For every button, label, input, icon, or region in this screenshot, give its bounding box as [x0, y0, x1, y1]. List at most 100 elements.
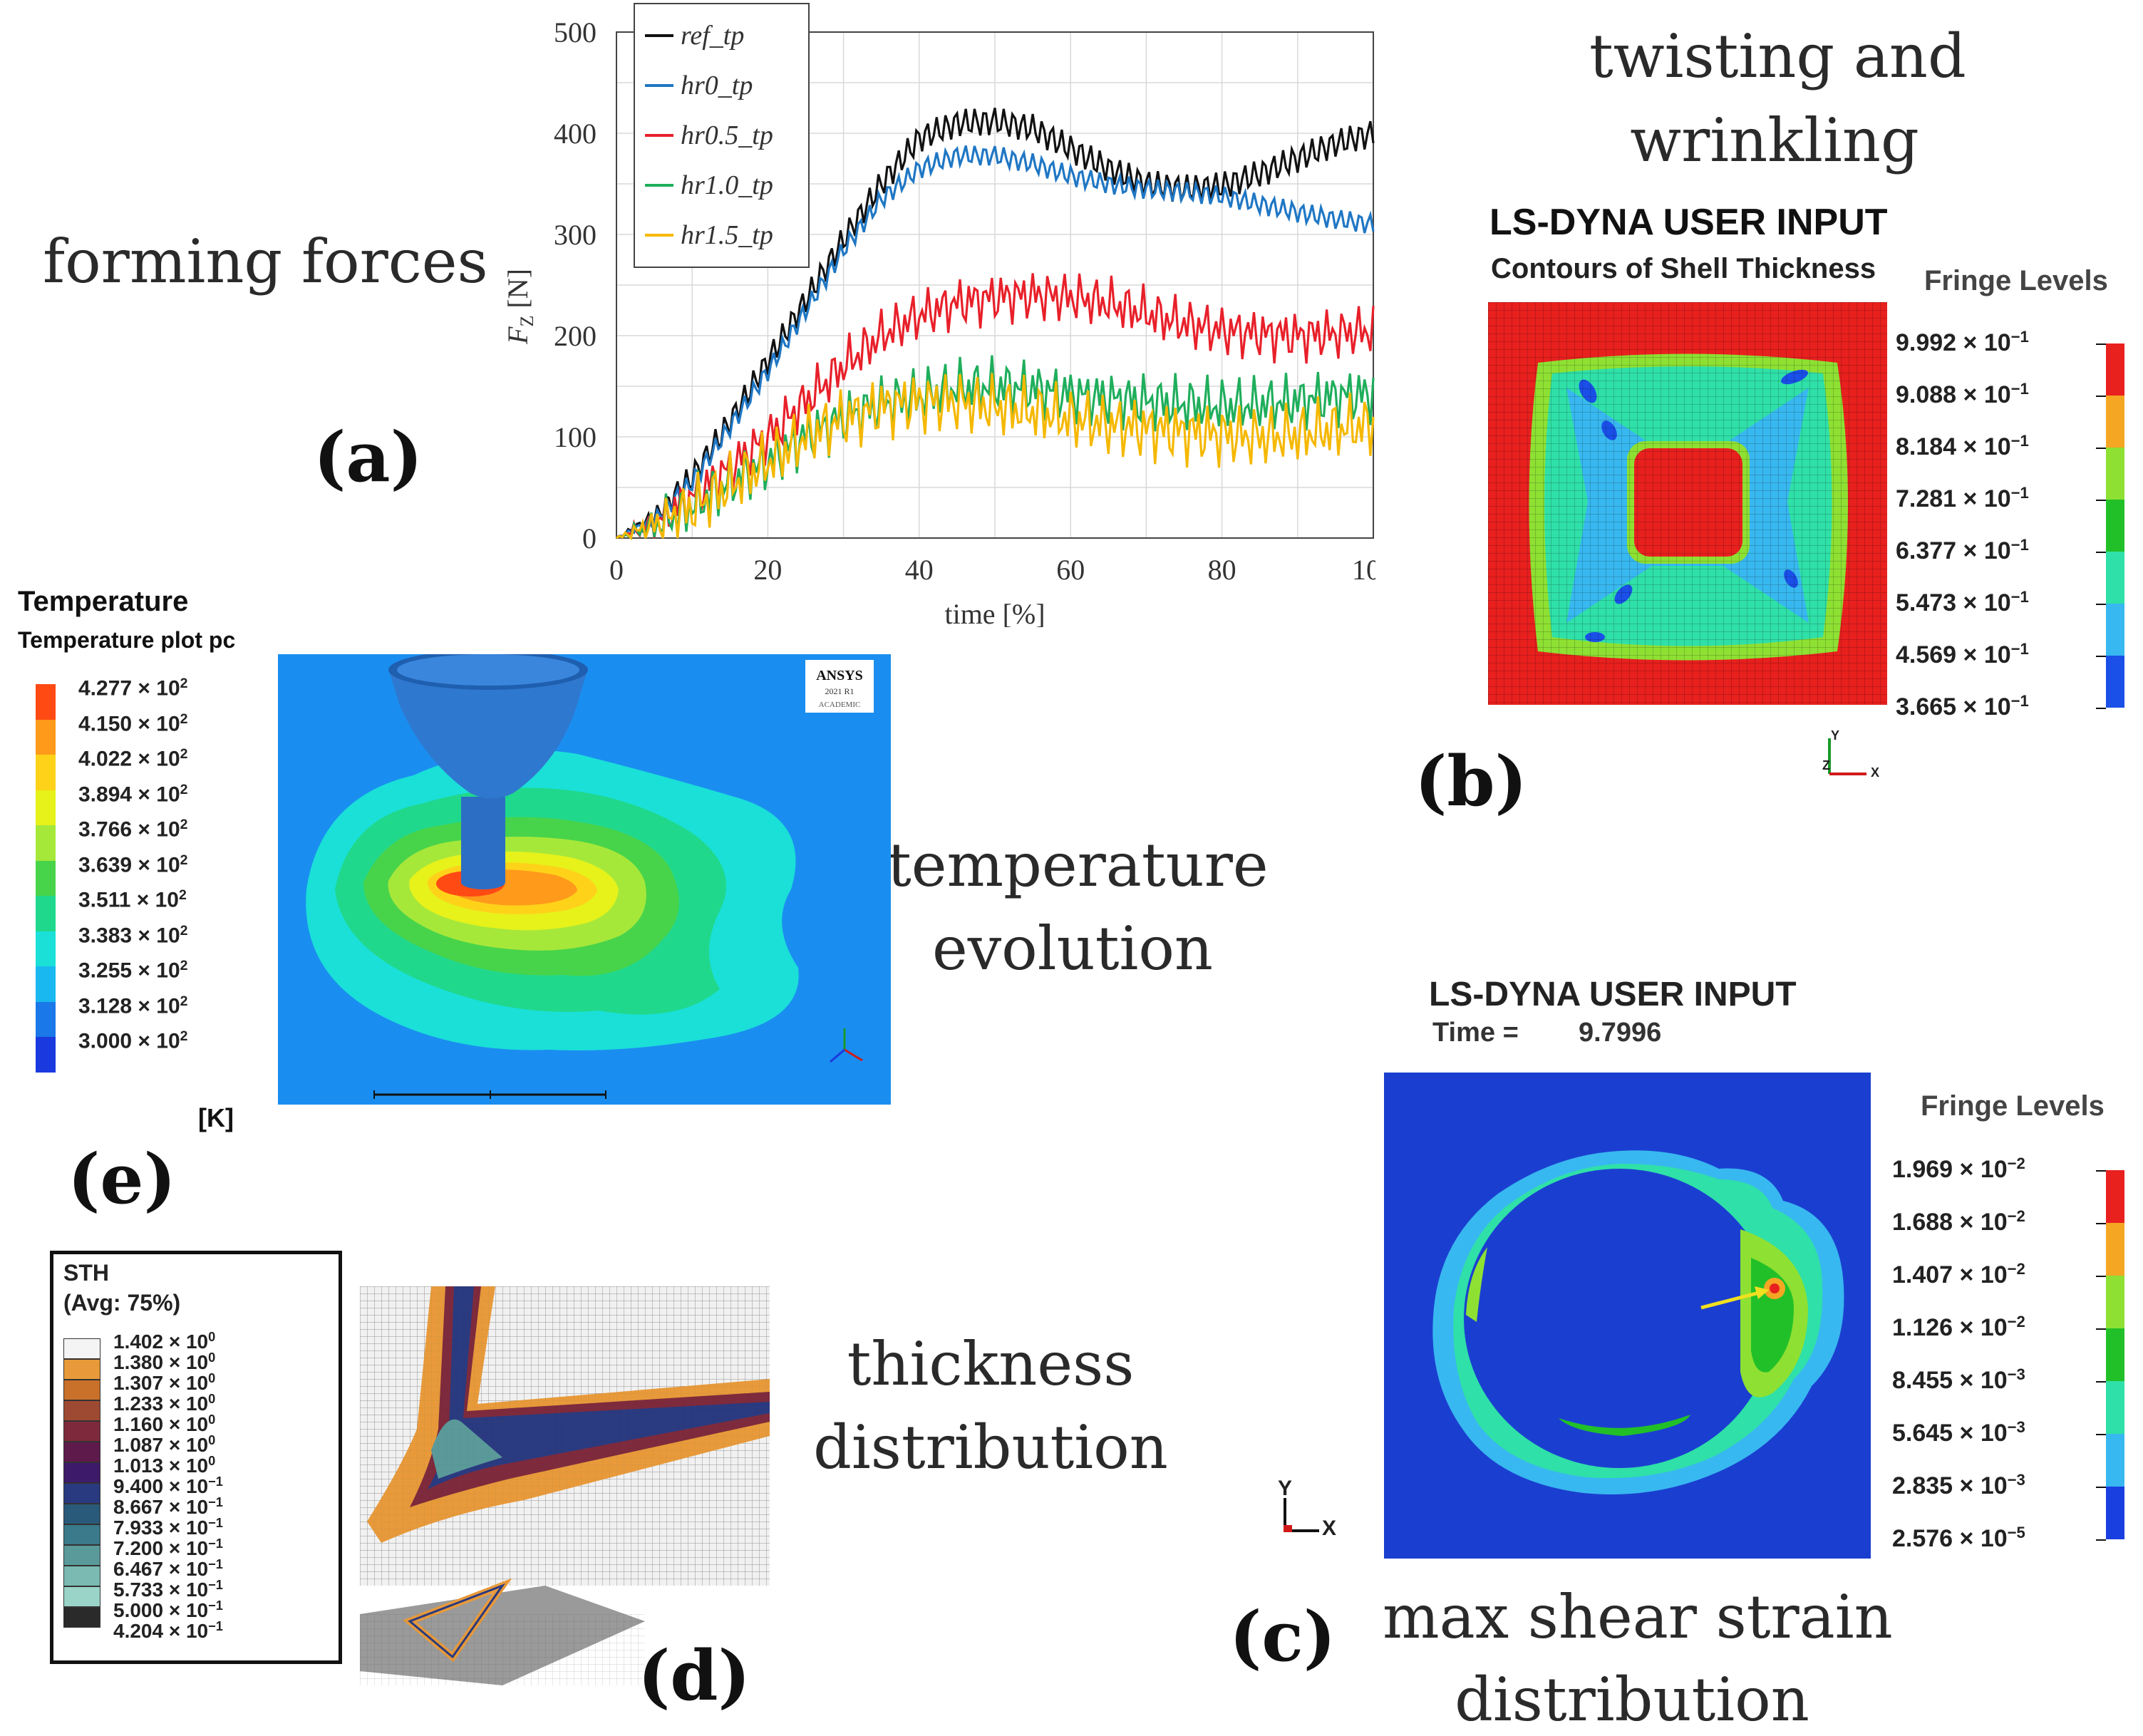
- chart-axes: 0 20 40 60 80 100 0 100 200 300 400 500 time [%] FZ […: [502, 16, 1375, 627]
- legend-label-ref_tp: ref_tp: [681, 21, 744, 51]
- legend-level: 1.160 × 100: [113, 1412, 216, 1435]
- legend-level: 6.377 × 10−1: [1896, 536, 2029, 565]
- legend-swatch: [36, 966, 56, 1002]
- legend-swatch: [63, 1524, 100, 1545]
- x-tick-label: 80: [1208, 554, 1236, 586]
- legend-swatch: [2106, 1276, 2124, 1328]
- panel-b-axis-triad: Y X Z: [1821, 728, 1885, 782]
- series-line-hr0.5_tp: [616, 273, 1375, 539]
- caption-thickness-distribution: distribution: [813, 1412, 1168, 1482]
- shear-strain-plot: [1384, 1073, 1871, 1559]
- legend-level: 8.455 × 10−3: [1892, 1365, 2025, 1395]
- y-tick-label: 400: [554, 118, 597, 150]
- legend-swatch: [63, 1462, 100, 1483]
- series-line-hr1.5_tp: [616, 373, 1375, 541]
- legend-tick: [2096, 1487, 2106, 1488]
- legend-level: 8.184 × 10−1: [1896, 432, 2029, 461]
- legend-level: 3.511 × 102: [78, 887, 187, 912]
- legend-tick: [2096, 552, 2106, 553]
- legend-level: 7.281 × 10−1: [1896, 484, 2029, 513]
- legend-tick: [2096, 343, 2106, 345]
- panel-b-legend-title: Fringe Levels: [1924, 265, 2108, 296]
- legend-swatch: [63, 1338, 100, 1359]
- forming-forces-chart: 0 20 40 60 80 100 0 100 200 300 400 500 time [%] FZ […: [502, 3, 1375, 627]
- legend-tick: [2096, 1276, 2106, 1277]
- chart-series: [616, 108, 1375, 541]
- x-tick-label: 40: [905, 554, 934, 586]
- caption-thickness: thickness: [847, 1329, 1135, 1399]
- legend-level: 4.277 × 102: [78, 676, 188, 701]
- x-tick-label: 20: [753, 554, 782, 586]
- legend-swatch: [36, 896, 56, 931]
- legend-level: 1.233 × 100: [113, 1392, 216, 1415]
- legend-level: 5.000 × 10−1: [113, 1598, 223, 1621]
- panel-b-legend: 9.992 × 10−1 9.088 × 10−1 8.184 × 10−1 7.28…: [1896, 328, 2138, 727]
- x-tick-label: 0: [609, 554, 624, 586]
- legend-level: 7.933 × 10−1: [113, 1516, 223, 1539]
- legend-swatch: [2106, 448, 2124, 500]
- panel-label-d: (d): [638, 1636, 750, 1716]
- ansys-edition: ACADEMIC: [819, 701, 861, 709]
- legend-swatch: [63, 1566, 100, 1586]
- legend-swatch: [36, 790, 56, 825]
- ansys-brand: ANSYS: [816, 668, 863, 683]
- legend-level: 4.150 × 102: [78, 711, 188, 736]
- legend-level: 1.380 × 100: [113, 1350, 216, 1373]
- legend-level: 3.766 × 102: [78, 817, 188, 842]
- caption-twisting: twisting and: [1589, 21, 1966, 91]
- legend-swatch: [63, 1400, 100, 1421]
- legend-level: 4.204 × 10−1: [113, 1619, 223, 1642]
- series-line-hr0_tp: [616, 145, 1375, 539]
- y-tick-label: 0: [582, 522, 597, 554]
- legend-swatch: [2106, 1487, 2124, 1539]
- legend-level: 4.569 × 10−1: [1896, 640, 2029, 669]
- legend-swatch: [63, 1504, 100, 1524]
- legend-level: 7.200 × 10−1: [113, 1536, 223, 1559]
- legend-swatch: [63, 1380, 100, 1400]
- y-tick-label: 300: [554, 219, 597, 251]
- caption-max-shear: max shear strain: [1383, 1582, 1893, 1652]
- legend-level: 8.667 × 10−1: [113, 1495, 223, 1518]
- legend-swatch: [2106, 656, 2124, 708]
- panel-e-title: Temperature: [18, 586, 189, 617]
- legend-tick: [2096, 448, 2106, 449]
- caption-evolution: evolution: [932, 914, 1213, 983]
- legend-swatch: [63, 1442, 100, 1462]
- legend-level: 5.645 × 10−3: [1892, 1418, 2025, 1447]
- panel-c-axis-triad: Y X: [1272, 1477, 1336, 1550]
- legend-level: 1.126 × 10−2: [1892, 1313, 2025, 1342]
- y-tick-label: 500: [554, 16, 597, 48]
- legend-swatch: [2106, 343, 2124, 396]
- legend-swatch: [36, 825, 56, 861]
- legend-tick: [2096, 500, 2106, 501]
- legend-level: 3.894 × 102: [78, 781, 188, 807]
- legend-level: 4.022 × 102: [78, 746, 188, 771]
- y-tick-label: 100: [554, 421, 597, 453]
- legend-swatch: [2106, 396, 2124, 448]
- legend-swatch: [2106, 1170, 2124, 1223]
- legend-level: 3.000 × 102: [78, 1028, 188, 1053]
- legend-level: 2.835 × 10−3: [1892, 1471, 2025, 1500]
- panel-e-subtitle: Temperature plot pc: [18, 627, 236, 653]
- thickness-plot: [360, 1286, 770, 1685]
- panel-label-e: (e): [68, 1139, 176, 1219]
- panel-c-legend: 1.969 × 10−2 1.688 × 10−2 1.407 × 10−2 1.12…: [1892, 1154, 2134, 1552]
- panel-b-title: LS-DYNA USER INPUT: [1489, 202, 1888, 243]
- panel-c-time-value: 9.7996: [1579, 1018, 1662, 1048]
- legend-level: 9.088 × 10−1: [1896, 380, 2029, 409]
- x-tick-label: 60: [1056, 554, 1085, 586]
- caption-wrinkling: wrinkling: [1630, 105, 1919, 175]
- panel-b-axis-y: Y: [1831, 728, 1840, 743]
- legend-level: 1.402 × 100: [113, 1330, 216, 1353]
- panel-label-c: (c): [1229, 1596, 1336, 1677]
- legend-level: 1.307 × 100: [113, 1371, 216, 1394]
- temperature-plot: ANSYS 2021 R1 ACADEMIC: [278, 654, 891, 1105]
- legend-swatch: [2106, 1328, 2124, 1381]
- legend-swatch: [2106, 552, 2124, 604]
- legend-level: 9.992 × 10−1: [1896, 328, 2029, 357]
- legend-level: 5.473 × 10−1: [1896, 588, 2029, 617]
- x-axis-label: time [%]: [944, 598, 1045, 627]
- legend-swatch: [2106, 1434, 2124, 1487]
- legend-swatch: [36, 1001, 56, 1037]
- legend-tick: [2096, 1434, 2106, 1435]
